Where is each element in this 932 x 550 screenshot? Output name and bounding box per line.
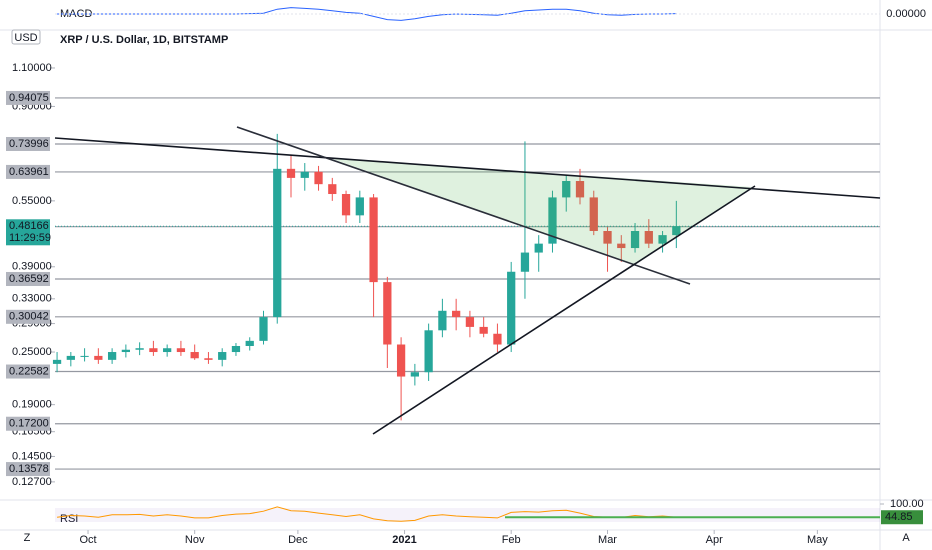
auto-button[interactable]: A — [902, 532, 910, 544]
y-tick-label: 0.55000 — [12, 195, 52, 207]
currency-box[interactable] — [11, 29, 41, 45]
y-tick-label: 0.12700 — [12, 476, 52, 488]
macd-value: 0.00000 — [886, 8, 926, 20]
x-tick-label: Dec — [288, 534, 308, 546]
candle-body — [630, 230, 640, 249]
current-price-label: 0.48166 — [9, 220, 49, 232]
countdown: 11:29:59 — [9, 232, 51, 244]
candle-body — [396, 344, 406, 377]
candle-body — [121, 349, 130, 353]
candle-body — [644, 230, 653, 244]
candle-body — [603, 230, 612, 244]
level-label-box — [6, 364, 50, 379]
candle-body — [617, 243, 626, 249]
candle-body — [94, 355, 103, 360]
candle-body — [410, 372, 419, 377]
candle-body — [273, 168, 282, 318]
level-label-box — [6, 462, 50, 477]
y-tick-label: 0.25000 — [12, 346, 52, 358]
level-label-box — [6, 309, 50, 324]
candle-body — [245, 340, 254, 346]
candle-body — [520, 252, 530, 272]
level-label-box — [6, 164, 50, 179]
candle-body — [438, 310, 447, 331]
level-label: 0.36592 — [9, 273, 49, 285]
y-tick-label: 0.33000 — [12, 293, 52, 305]
rsi-last-label: 44.85 — [885, 511, 913, 523]
candle-body — [80, 355, 89, 357]
candle-body — [658, 235, 667, 244]
x-tick-label: Oct — [79, 534, 96, 546]
rsi-tick-label: 100.00 — [890, 498, 924, 510]
x-tick-label: 2021 — [392, 534, 416, 546]
candle-body — [341, 194, 351, 216]
candle-body — [534, 243, 543, 253]
level-label-box — [6, 136, 50, 151]
candle-body — [465, 317, 475, 327]
candle-body — [424, 330, 433, 373]
y-tick-label: 0.19000 — [12, 399, 52, 411]
trend-line — [54, 137, 881, 199]
y-tick-label: 1.10000 — [12, 62, 52, 74]
current-price-box — [6, 219, 50, 246]
candle-body — [218, 352, 227, 360]
level-label-box — [6, 271, 50, 286]
candle-body — [231, 345, 241, 353]
candle-body — [300, 171, 309, 178]
candle-body — [52, 359, 62, 364]
candle-body — [548, 197, 557, 244]
candle-body — [562, 181, 571, 198]
candle-body — [190, 352, 199, 359]
y-tick-label: 0.14500 — [12, 450, 52, 462]
x-tick-label: Nov — [185, 534, 205, 546]
candle-body — [149, 348, 158, 353]
candle-body — [66, 355, 75, 360]
x-tick-label: Feb — [502, 534, 521, 546]
level-label: 0.22582 — [9, 365, 49, 377]
level-label: 0.73996 — [9, 138, 49, 150]
trend-line — [372, 185, 756, 435]
candle-body — [135, 348, 144, 350]
level-label: 0.63961 — [9, 166, 49, 178]
level-label-box — [6, 90, 50, 105]
x-tick-label: May — [807, 534, 828, 546]
rsi-last-box — [881, 510, 923, 525]
candle-body — [328, 184, 337, 195]
level-label: 0.94075 — [9, 92, 49, 104]
candle-body — [204, 358, 213, 360]
level-label-box — [6, 416, 50, 431]
zoom-button[interactable]: Z — [24, 532, 31, 544]
trend-line — [236, 126, 691, 285]
candle-body — [452, 310, 461, 318]
candle-body — [314, 171, 323, 185]
triangle-pattern — [330, 158, 752, 265]
x-tick-label: Mar — [598, 534, 617, 546]
candle-body — [479, 326, 488, 334]
rsi-line — [57, 506, 677, 522]
level-label: 0.13578 — [9, 463, 49, 475]
candle-body — [176, 348, 186, 353]
y-tick-label: 0.39000 — [12, 261, 52, 273]
level-label: 0.17200 — [9, 418, 49, 430]
candle-body — [286, 168, 296, 178]
candle-body — [107, 352, 117, 360]
level-label: 0.30042 — [9, 311, 49, 323]
candle-body — [493, 333, 502, 345]
currency[interactable]: USD — [14, 32, 37, 44]
candle-body — [369, 197, 378, 283]
candle-body — [383, 282, 392, 345]
rsi-band — [55, 508, 880, 522]
candle-body — [589, 197, 598, 231]
candle-body — [259, 317, 268, 341]
x-tick-label: Apr — [706, 534, 723, 546]
candle-body — [163, 348, 172, 353]
candle-body — [355, 197, 364, 216]
candle-body — [672, 226, 681, 236]
candle-body — [575, 181, 585, 198]
chart-title: XRP / U.S. Dollar, 1D, BITSTAMP — [60, 34, 228, 46]
candle-body — [507, 271, 516, 345]
